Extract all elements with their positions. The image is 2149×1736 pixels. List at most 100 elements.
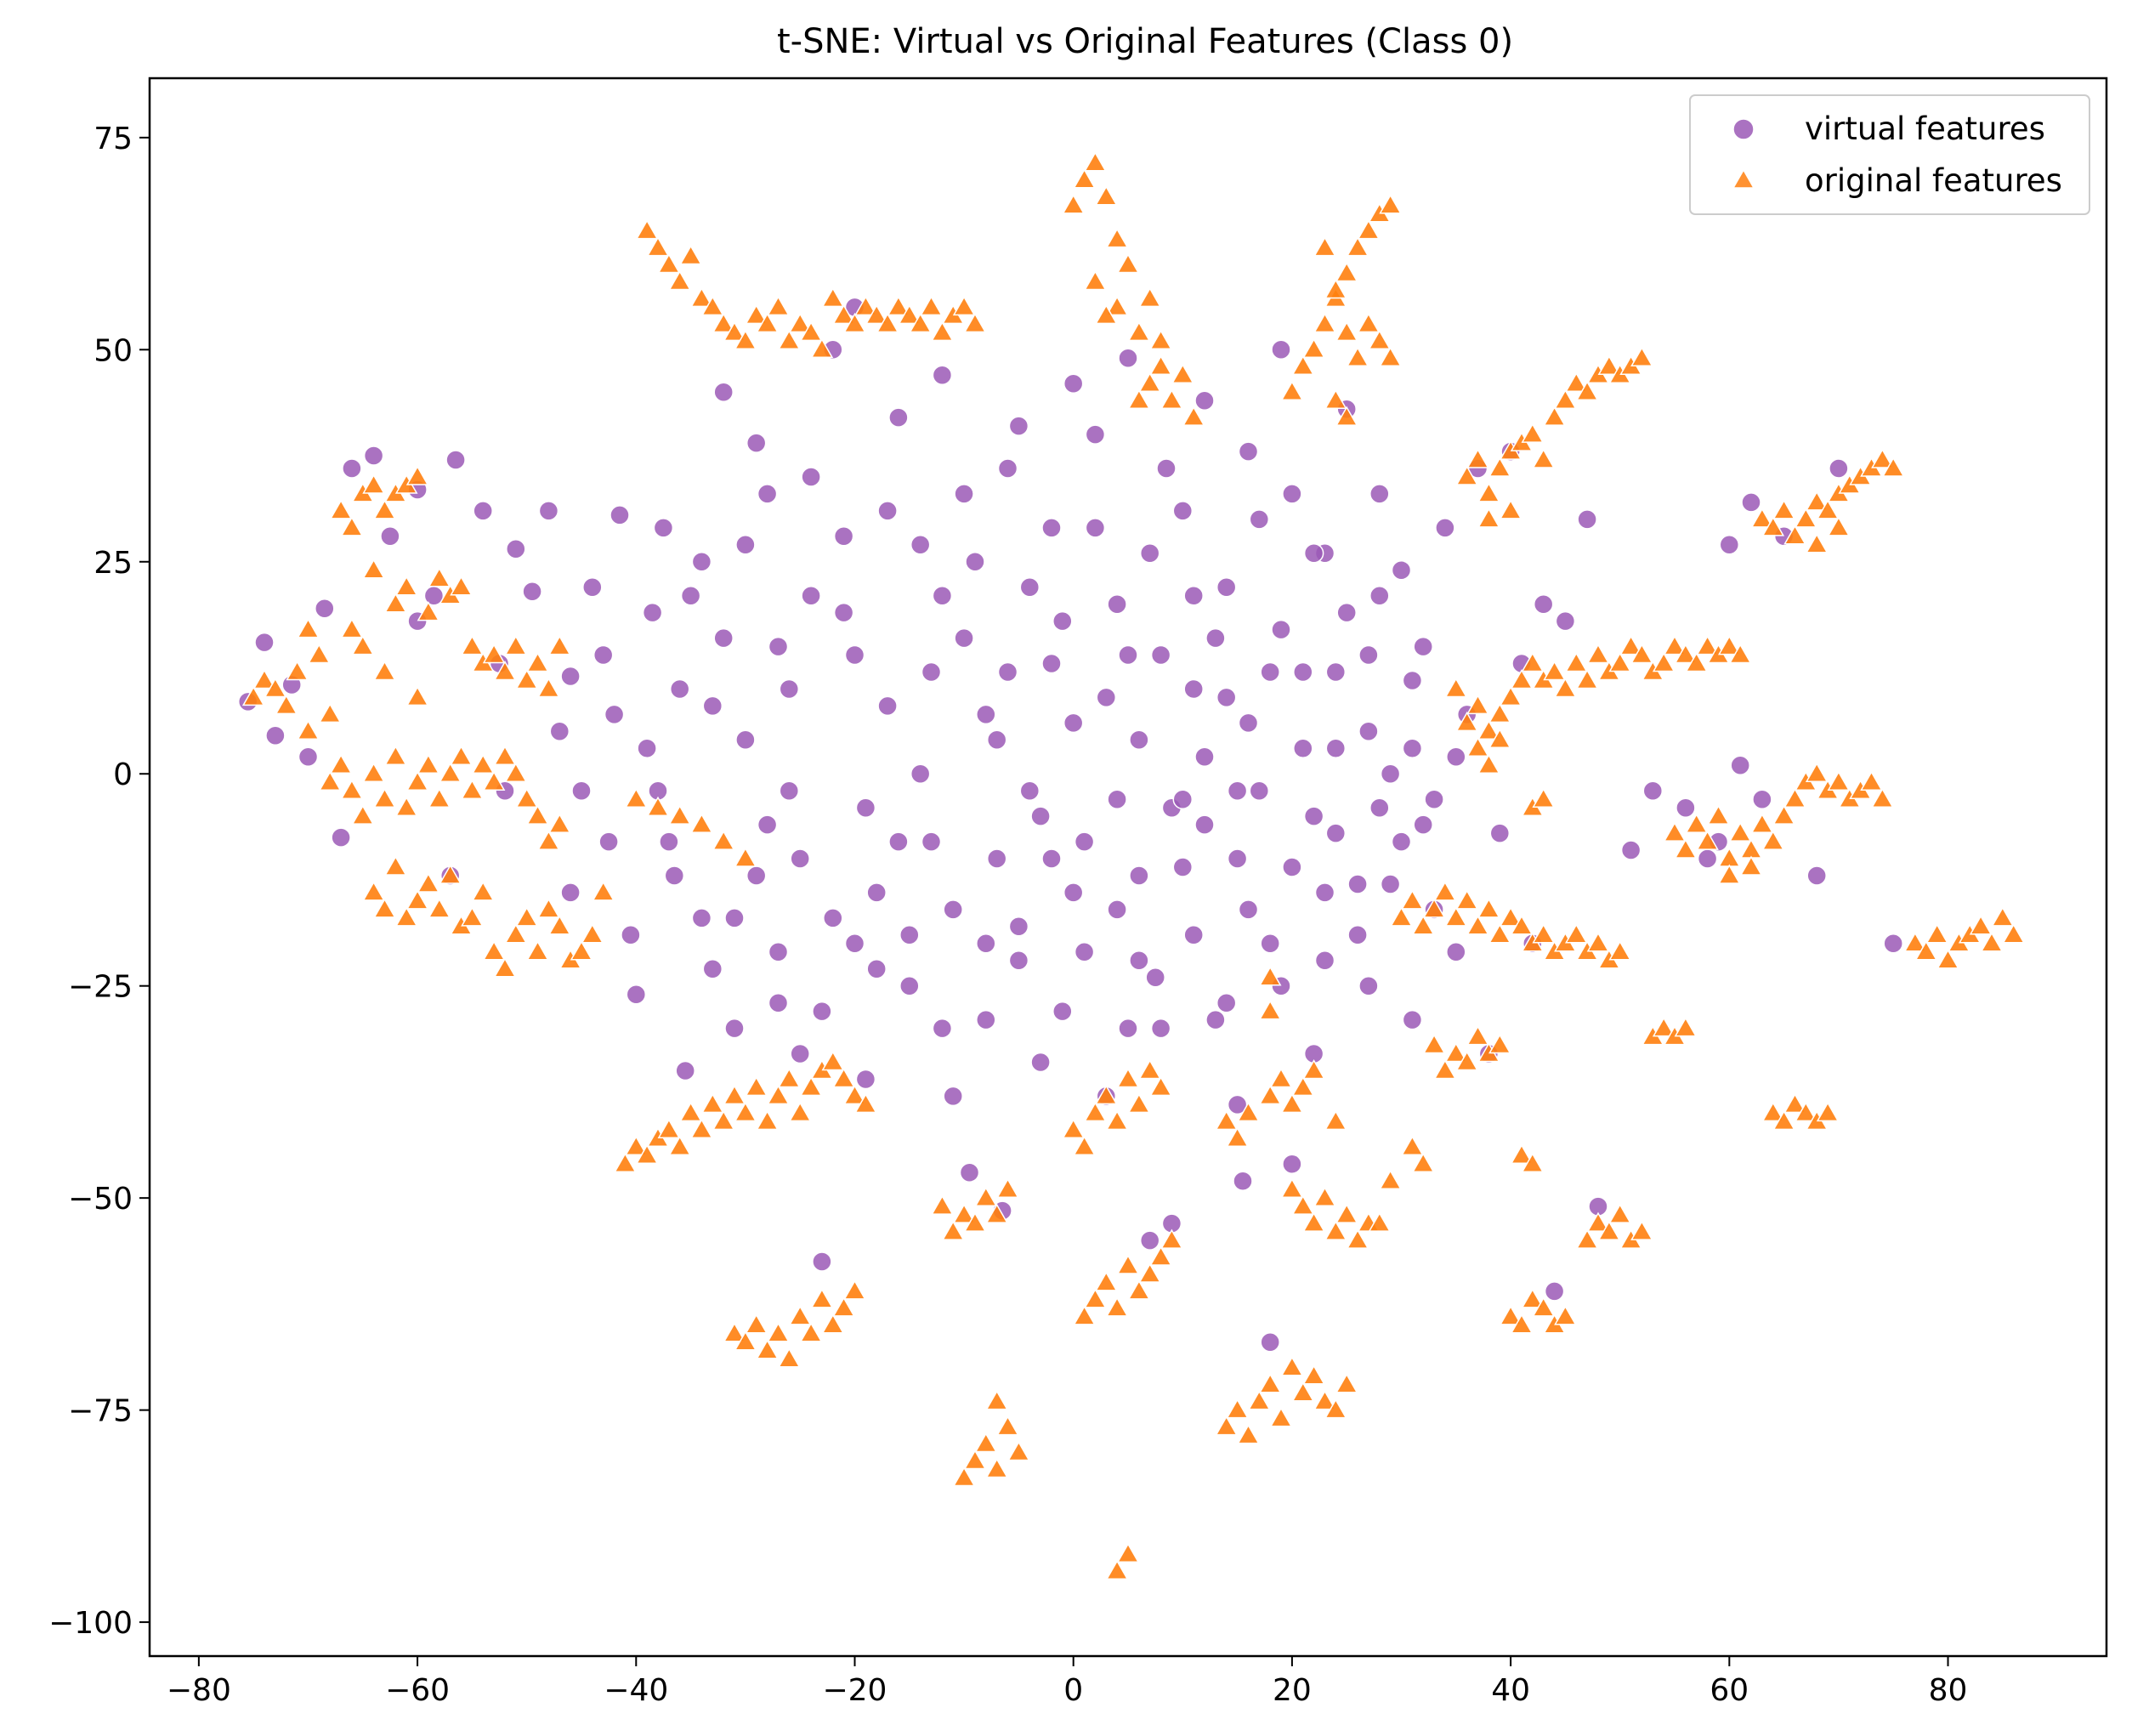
virtual-feature-point [932, 1018, 953, 1039]
original-feature-point [504, 923, 528, 944]
original-feature-point [657, 1118, 681, 1139]
virtual-feature-point [735, 729, 756, 751]
original-feature-point [1586, 932, 1610, 952]
original-feature-point [985, 1457, 1008, 1478]
y-tick-label: 0 [113, 757, 133, 792]
original-feature-point [1630, 643, 1653, 664]
original-feature-point [843, 1084, 866, 1105]
virtual-feature-point [855, 797, 876, 818]
virtual-feature-point [659, 831, 679, 852]
virtual-feature-point [713, 627, 734, 649]
original-feature-point [1488, 923, 1511, 944]
original-feature-point [1433, 1058, 1457, 1080]
virtual-feature-point [833, 602, 854, 623]
original-feature-point [1073, 1135, 1096, 1156]
virtual-feature-point [976, 704, 996, 725]
virtual-feature-point [1085, 424, 1106, 445]
y-tick-label: −75 [68, 1394, 133, 1429]
original-feature-point [1007, 1440, 1030, 1461]
original-feature-point [405, 465, 429, 485]
virtual-feature-point [1730, 755, 1750, 776]
original-feature-point [1510, 668, 1534, 689]
original-feature-point [1226, 1126, 1249, 1148]
original-feature-point [428, 567, 451, 587]
original-feature-point [384, 593, 407, 613]
original-feature-point [504, 635, 528, 655]
virtual-feature-point [1030, 806, 1051, 826]
virtual-feature-point [812, 1251, 832, 1272]
virtual-feature-point [1107, 899, 1127, 920]
original-feature-point [799, 321, 823, 342]
virtual-feature-point [1216, 576, 1237, 598]
virtual-feature-point [1555, 610, 1576, 632]
virtual-feature-point [899, 925, 920, 945]
original-feature-point [1116, 1067, 1140, 1088]
original-feature-point [1291, 1194, 1315, 1215]
original-feature-point [1663, 635, 1687, 655]
virtual-feature-point [866, 882, 887, 903]
virtual-feature-point [1424, 789, 1444, 809]
y-tick-label: 75 [94, 122, 133, 156]
legend-original-marker [1732, 168, 1755, 189]
original-feature-point [898, 304, 921, 325]
original-feature-point [1466, 694, 1489, 715]
original-feature-point [1346, 236, 1369, 257]
original-feature-point [1160, 389, 1183, 409]
virtual-feature-point [1156, 458, 1177, 479]
original-feature-point [734, 847, 757, 867]
original-feature-point [1105, 295, 1129, 316]
virtual-feature-point [473, 501, 493, 521]
virtual-feature-point [1676, 797, 1696, 818]
virtual-feature-point [1194, 390, 1215, 411]
original-feature-point [625, 787, 648, 808]
original-feature-point [1258, 1000, 1282, 1020]
virtual-feature-point [1391, 560, 1412, 581]
original-feature-point [756, 1109, 779, 1131]
virtual-feature-point [1063, 712, 1084, 734]
original-feature-point [1750, 508, 1774, 528]
original-feature-point [690, 1118, 713, 1139]
original-feature-point [745, 304, 768, 325]
x-tick-label: −60 [385, 1673, 450, 1708]
original-feature-point [963, 1211, 987, 1232]
virtual-feature-point [1172, 789, 1194, 809]
virtual-feature-point [363, 445, 384, 466]
original-feature-point [701, 295, 724, 316]
original-feature-point [340, 618, 364, 638]
original-feature-point [526, 804, 549, 825]
virtual-feature-point [1216, 992, 1237, 1013]
virtual-feature-point [757, 814, 778, 835]
original-feature-point [1707, 804, 1730, 825]
axes-frame [148, 77, 2108, 1658]
virtual-feature-point [768, 992, 789, 1013]
original-feature-point [1095, 185, 1118, 206]
original-feature-point [701, 1092, 724, 1114]
original-feature-point [952, 1466, 976, 1487]
original-feature-point [504, 762, 528, 782]
original-feature-point [362, 881, 385, 901]
virtual-feature-point [1107, 789, 1127, 809]
original-feature-point [1805, 491, 1829, 511]
virtual-feature-point [1118, 1018, 1138, 1039]
virtual-feature-point [522, 581, 542, 602]
virtual-feature-point [1642, 780, 1664, 801]
virtual-feature-point [1107, 593, 1127, 615]
original-feature-point [734, 1330, 757, 1351]
original-feature-point [679, 244, 702, 265]
original-feature-point [373, 660, 396, 681]
legend-frame [1689, 94, 2090, 215]
virtual-feature-point [1380, 874, 1401, 894]
virtual-feature-point [959, 1162, 980, 1183]
original-feature-point [1313, 1186, 1336, 1206]
virtual-feature-point [1216, 687, 1237, 708]
virtual-feature-point [1293, 661, 1313, 683]
original-feature-point [1783, 525, 1806, 545]
virtual-feature-point [1172, 857, 1194, 877]
original-feature-point [876, 312, 899, 333]
series-original [241, 151, 2025, 1580]
original-feature-point [778, 1067, 801, 1088]
original-feature-point [1652, 1017, 1676, 1037]
virtual-feature-point [1402, 1009, 1423, 1030]
original-feature-point [712, 830, 735, 850]
original-feature-point [1521, 1288, 1545, 1308]
